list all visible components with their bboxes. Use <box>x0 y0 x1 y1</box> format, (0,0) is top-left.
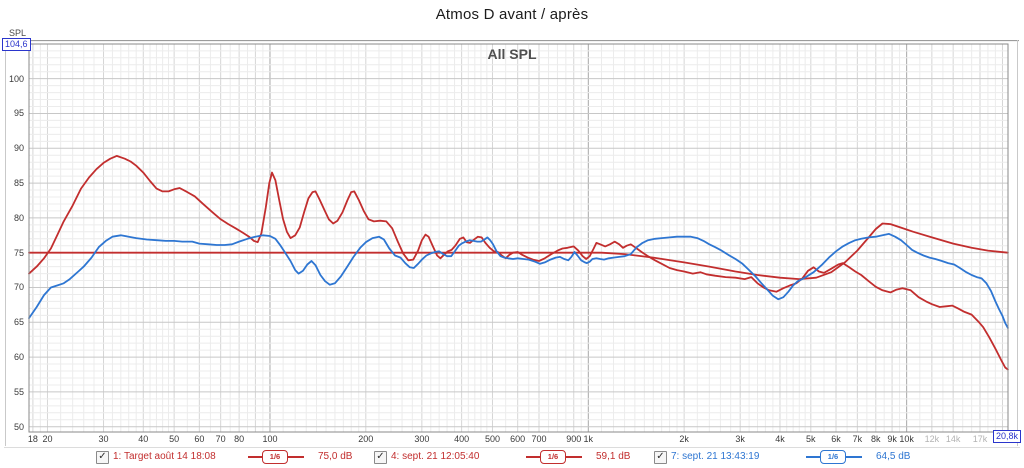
page-title: Atmos D avant / après <box>435 6 589 23</box>
x-tick-label: 80 <box>234 434 245 444</box>
y-tick-label: 70 <box>13 282 24 293</box>
x-tick-label: 70 <box>215 434 226 444</box>
x-axis-max-box[interactable]: 20,8k <box>993 430 1022 443</box>
x-tick-label: 20 <box>42 434 53 444</box>
y-axis-max-box[interactable]: 104,6 <box>2 38 31 51</box>
legend-divider <box>4 447 1020 448</box>
x-tick-label: 9k <box>887 434 897 444</box>
panel-top-border <box>5 40 1019 41</box>
panel-left-border <box>5 40 6 446</box>
legend-trace-sample: 1/6 <box>806 450 862 464</box>
trace-target <box>28 222 1009 281</box>
legend-trace-level: 64,5 dB <box>876 451 911 462</box>
chart-subtitle: All SPL <box>487 46 537 62</box>
x-tick-label: 400 <box>454 434 470 444</box>
x-tick-label: 12k <box>924 434 940 444</box>
legend-trace-name: 1: Target août 14 18:08 <box>113 451 216 462</box>
x-tick-label: 8k <box>871 434 881 444</box>
y-tick-label: 60 <box>13 352 24 363</box>
trace-before-eq <box>28 154 1009 371</box>
legend-trace-level: 75,0 dB <box>318 451 353 462</box>
x-tick-label: 60 <box>194 434 205 444</box>
y-tick-label: 85 <box>13 178 24 189</box>
legend-checkbox-icon[interactable]: ✓ <box>374 451 387 464</box>
x-tick-label: 700 <box>531 434 547 444</box>
x-tick-label: 30 <box>98 434 109 444</box>
legend-trace-name: 4: sept. 21 12:05:40 <box>391 451 480 462</box>
y-tick-label: 75 <box>13 247 24 258</box>
x-tick-label: 18 <box>27 434 38 444</box>
x-tick-label: 40 <box>138 434 149 444</box>
x-tick-label: 6k <box>831 434 841 444</box>
y-axis-title: SPL <box>9 28 27 38</box>
x-tick-label: 2k <box>679 434 689 444</box>
x-tick-label: 17k <box>972 434 988 444</box>
x-tick-label: 3k <box>735 434 745 444</box>
legend-trace-level: 59,1 dB <box>596 451 631 462</box>
x-tick-label: 300 <box>414 434 430 444</box>
legend-trace-name: 7: sept. 21 13:43:19 <box>671 451 760 462</box>
x-tick-label: 4k <box>775 434 785 444</box>
smoothing-box[interactable]: 1/6 <box>820 450 846 464</box>
y-tick-label: 65 <box>13 317 24 328</box>
legend-checkbox-icon[interactable]: ✓ <box>654 451 667 464</box>
legend-entry-1: ✓ 1: Target août 14 18:08 1/6 75,0 dB <box>96 449 396 465</box>
x-tick-label: 900 <box>566 434 582 444</box>
y-tick-label: 95 <box>13 108 24 119</box>
x-tick-label: 5k <box>806 434 816 444</box>
x-tick-label: 7k <box>852 434 863 444</box>
y-tick-label: 100 <box>8 73 24 84</box>
x-tick-label: 200 <box>358 434 374 444</box>
x-tick-label: 14k <box>945 434 961 444</box>
x-tick-label: 50 <box>169 434 180 444</box>
x-tick-label: 600 <box>510 434 526 444</box>
x-tick-label: 100 <box>262 434 278 444</box>
legend-entry-2: ✓ 4: sept. 21 12:05:40 1/6 59,1 dB <box>374 449 674 465</box>
trace-after-eq <box>28 232 1009 329</box>
panel-top-border-highlight <box>5 41 1019 42</box>
panel-right-border <box>1017 40 1018 446</box>
smoothing-box[interactable]: 1/6 <box>262 450 288 464</box>
y-tick-label: 55 <box>13 386 24 397</box>
plot-border <box>28 43 1009 433</box>
x-tick-label: 1k <box>583 434 594 444</box>
legend-checkbox-icon[interactable]: ✓ <box>96 451 109 464</box>
y-tick-label: 80 <box>13 212 24 223</box>
legend-trace-sample: 1/6 <box>526 450 582 464</box>
x-tick-label: 500 <box>484 434 500 444</box>
x-tick-label: 10k <box>899 434 914 444</box>
smoothing-box[interactable]: 1/6 <box>540 450 566 464</box>
legend-entry-3: ✓ 7: sept. 21 13:43:19 1/6 64,5 dB <box>654 449 954 465</box>
y-tick-label: 90 <box>13 143 24 154</box>
y-tick-label: 50 <box>13 421 24 432</box>
legend-trace-sample: 1/6 <box>248 450 304 464</box>
